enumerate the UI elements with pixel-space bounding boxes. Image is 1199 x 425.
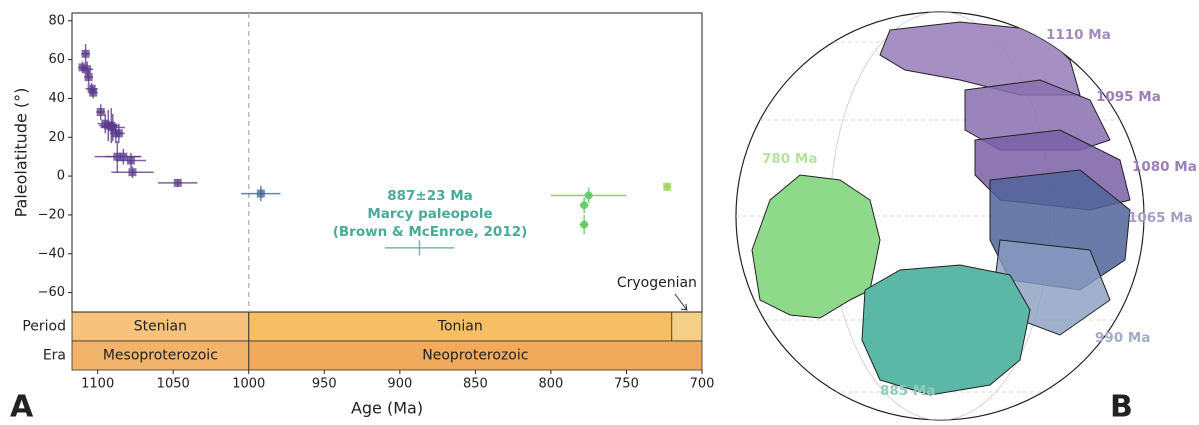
map-label: 780 Ma [762, 151, 817, 167]
y-tick-label: 60 [48, 52, 65, 67]
annotation: (Brown & McEnroe, 2012) [333, 224, 528, 240]
y-tick-label: 80 [48, 13, 65, 28]
map-label: 1095 Ma [1096, 89, 1161, 105]
point [82, 50, 90, 58]
y-tick-label: −20 [38, 207, 65, 222]
annotation: 887±23 Ma [387, 188, 473, 204]
x-tick-label: 950 [312, 377, 337, 392]
point [128, 168, 136, 176]
period-label: Tonian [437, 319, 483, 335]
map-label: 1110 Ma [1046, 27, 1111, 43]
map-label: 990 Ma [1095, 330, 1150, 346]
x-tick-label: 850 [463, 377, 488, 392]
map-label: 1080 Ma [1132, 159, 1197, 175]
era-label: Neoproterozoic [422, 348, 528, 364]
point [585, 192, 593, 200]
figure: Mesoproterozoic Neoproterozoic Stenian Toni… [0, 0, 1199, 421]
point [663, 183, 671, 191]
x-tick-label: 1100 [81, 377, 114, 392]
period-label: Cryogenian [617, 275, 697, 291]
x-tick-label: 1000 [232, 377, 265, 392]
point [580, 201, 588, 209]
period-box [672, 312, 702, 341]
annotation: Marcy paleopole [367, 206, 492, 222]
x-tick-label: 750 [614, 377, 639, 392]
row-label: Era [43, 348, 66, 364]
panel-a: Mesoproterozoic Neoproterozoic Stenian Toni… [10, 13, 714, 421]
map-label: 885 Ma [880, 383, 935, 399]
y-axis-label: Paleolatitude (°) [12, 88, 31, 218]
x-tick-label: 800 [539, 377, 564, 392]
point [580, 221, 588, 229]
y-tick-label: 20 [48, 130, 65, 145]
point [115, 129, 123, 137]
panel-b: B 1110 Ma 1095 Ma 1080 Ma 1065 Ma 990 Ma 780 M… [736, 12, 1197, 421]
x-tick-label: 700 [690, 377, 715, 392]
point [127, 157, 135, 165]
plot-frame [72, 13, 702, 312]
period-label: Stenian [134, 319, 187, 335]
point [174, 179, 182, 187]
point [83, 65, 91, 73]
point [89, 89, 97, 97]
panel-label: B [1110, 390, 1133, 422]
period-arrow [675, 294, 687, 310]
panel-label: A [10, 390, 34, 422]
y-tick-label: −60 [38, 285, 65, 300]
y-tick-label: 0 [57, 169, 65, 184]
y-tick-label: −40 [38, 246, 65, 261]
point [119, 153, 127, 161]
point [97, 108, 105, 116]
x-axis-label: Age (Ma) [351, 399, 423, 418]
x-tick-label: 900 [387, 377, 412, 392]
x-tick-label: 1050 [157, 377, 190, 392]
map-label: 1065 Ma [1128, 210, 1193, 226]
era-label: Mesoproterozoic [103, 348, 218, 364]
point [257, 190, 265, 198]
row-label: Period [22, 319, 66, 335]
y-tick-label: 40 [48, 91, 65, 106]
point [85, 73, 93, 81]
